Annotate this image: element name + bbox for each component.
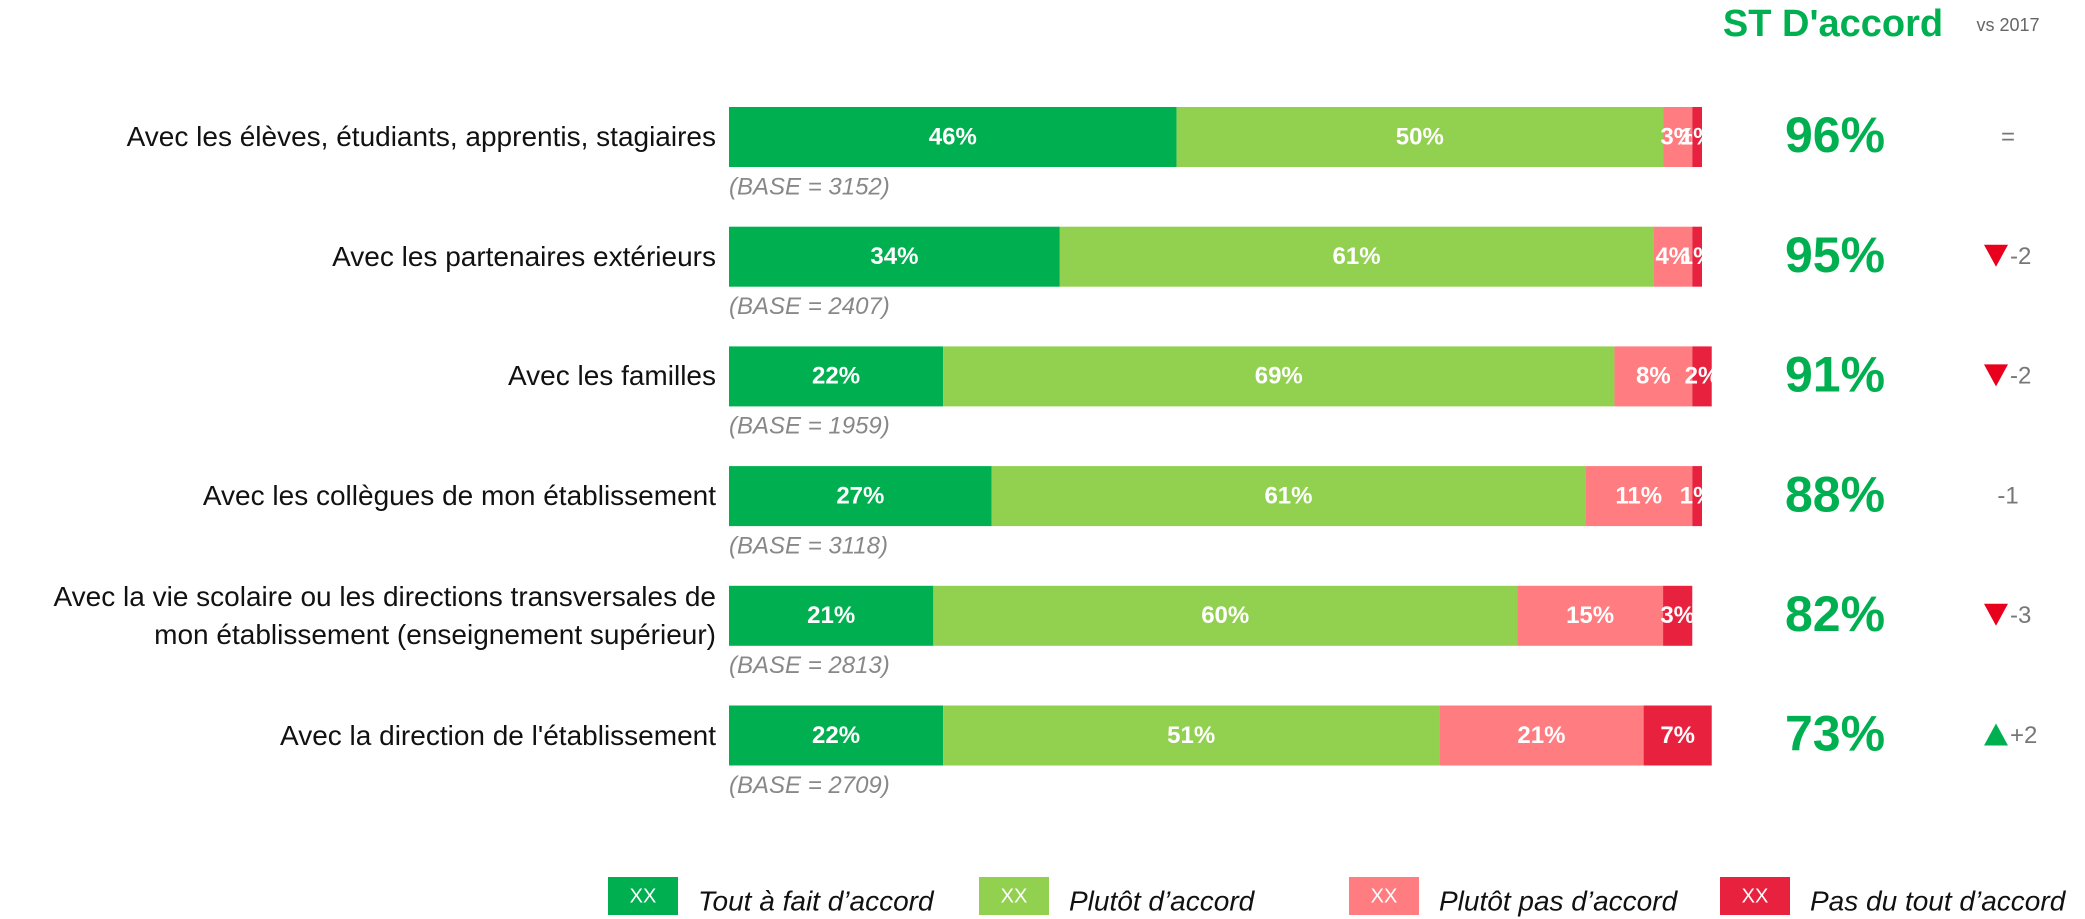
bar-segment — [1585, 466, 1693, 527]
segment-label: 7% — [1660, 722, 1695, 749]
base-label: (BASE = 2709) — [729, 772, 890, 799]
base-label: (BASE = 1959) — [729, 413, 890, 440]
bar-segment — [729, 466, 992, 527]
bar-segment — [729, 107, 1177, 167]
legend-swatch-text: XX — [1001, 885, 1028, 907]
segment-label: 11% — [1615, 482, 1662, 509]
segment-label: 3% — [1660, 123, 1695, 150]
st-title: ST D'accord — [1723, 3, 1943, 45]
bar-segment — [1692, 466, 1702, 527]
trend-arrow-down — [1984, 603, 2008, 626]
segment-label: 61% — [1264, 482, 1312, 509]
trend-arrow-up — [1984, 723, 2008, 746]
st-value: 82% — [1785, 586, 1885, 642]
legend-label: Tout à fait d’accord — [698, 885, 935, 916]
vs-label: -2 — [2010, 243, 2031, 270]
segment-label: 2% — [1685, 363, 1720, 390]
bar-segment — [991, 466, 1586, 527]
category-label: Avec les partenaires extérieurs — [332, 240, 716, 272]
bar-segment — [729, 346, 944, 407]
bar-segment — [1653, 226, 1693, 287]
category-label: Avec la direction de l'établissement — [280, 719, 716, 751]
trend-arrow-down — [1984, 244, 2008, 267]
legend-label: Pas du tout d’accord — [1810, 885, 2067, 916]
segment-label: 27% — [836, 482, 884, 509]
bar-segment — [1059, 226, 1654, 287]
vs-label: -1 — [1997, 482, 2018, 509]
st-value: 88% — [1785, 466, 1885, 522]
segment-label: 34% — [870, 243, 918, 270]
legend-swatch-text: XX — [630, 885, 657, 907]
bar-segment — [1176, 107, 1664, 167]
category-label: Avec les élèves, étudiants, apprentis, s… — [126, 121, 716, 152]
segment-label: 69% — [1255, 363, 1303, 390]
segment-label: 21% — [1517, 722, 1565, 749]
legend-label: Plutôt d’accord — [1069, 885, 1256, 916]
segment-label: 51% — [1167, 722, 1215, 749]
bar-segment — [729, 705, 944, 766]
category-label: Avec la vie scolaire ou les directions t… — [53, 580, 716, 650]
vs-title: vs 2017 — [1976, 15, 2039, 35]
legend-swatch — [979, 877, 1049, 915]
bar-segment — [933, 585, 1518, 646]
vs-label: -2 — [2010, 363, 2031, 390]
legend-swatch-text: XX — [1371, 885, 1398, 907]
segment-label: 22% — [812, 363, 860, 390]
category-label: Avec les collègues de mon établissement — [202, 480, 716, 512]
bar-segment — [1692, 226, 1702, 287]
st-value: 95% — [1785, 227, 1885, 283]
bar-segment — [1439, 705, 1644, 766]
segment-label: 61% — [1333, 243, 1381, 270]
legend-label: Plutôt pas d’accord — [1439, 885, 1679, 916]
segment-label: 15% — [1566, 602, 1614, 629]
bar-segment — [729, 585, 934, 646]
segment-label: 8% — [1636, 363, 1671, 390]
base-label: (BASE = 2813) — [729, 652, 890, 679]
category-label: Avec les familles — [507, 360, 716, 392]
bar-segment — [1517, 585, 1664, 646]
legend-swatch-text: XX — [1742, 885, 1769, 907]
base-label: (BASE = 2407) — [729, 293, 890, 320]
segment-label: 46% — [929, 123, 977, 150]
segment-label: 60% — [1201, 602, 1249, 629]
segment-label: 4% — [1655, 243, 1690, 270]
base-label: (BASE = 3152) — [729, 173, 890, 200]
vs-label: = — [2001, 123, 2015, 150]
legend-swatch — [608, 877, 678, 915]
st-value: 73% — [1785, 706, 1885, 762]
base-label: (BASE = 3118) — [729, 532, 888, 559]
bar-segment — [1692, 107, 1702, 167]
bar-segment — [1614, 346, 1693, 407]
bar-segment — [943, 346, 1615, 407]
segment-label: 22% — [812, 722, 860, 749]
st-value: 96% — [1785, 107, 1885, 163]
bar-segment — [729, 226, 1060, 287]
segment-label: 1% — [1680, 243, 1715, 270]
segment-label: 50% — [1396, 123, 1444, 150]
legend-swatch — [1349, 877, 1419, 915]
segment-label: 21% — [807, 602, 855, 629]
bar-segment — [1643, 705, 1712, 766]
vs-label: -3 — [2010, 602, 2031, 629]
st-value: 91% — [1785, 347, 1885, 403]
segment-label: 1% — [1680, 482, 1715, 509]
bar-segment — [1663, 107, 1693, 167]
trend-arrow-down — [1984, 364, 2008, 387]
bar-segment — [1663, 585, 1693, 646]
vs-label: +2 — [2010, 722, 2037, 749]
segment-label: 3% — [1660, 602, 1695, 629]
legend-swatch — [1720, 877, 1790, 915]
bar-segment — [1692, 346, 1712, 407]
segment-label: 1% — [1680, 123, 1715, 150]
bar-segment — [943, 705, 1440, 766]
